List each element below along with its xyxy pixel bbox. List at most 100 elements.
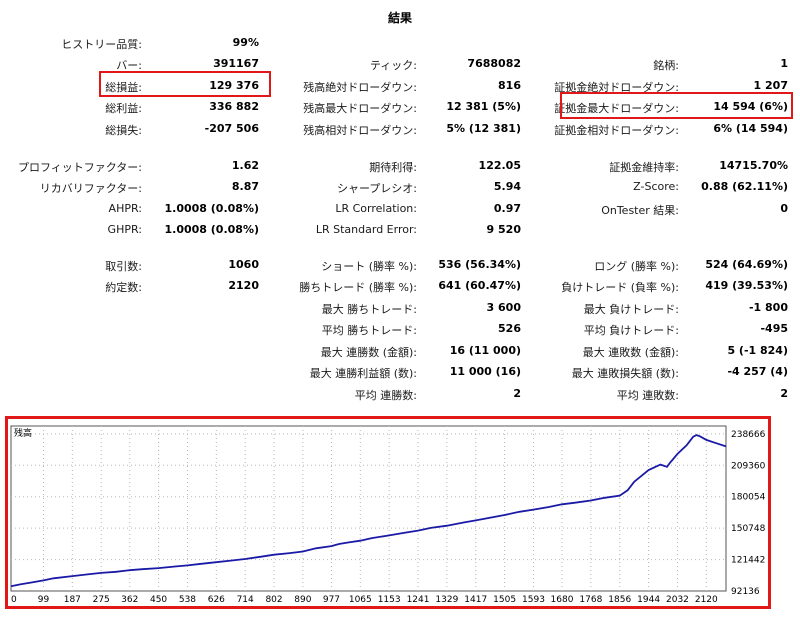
x-axis-ticks: 0 99 187 275 362 450 538 626 714 802 890 977 1065 115… — [11, 595, 718, 605]
balance-dd-max-label: 残高最大ドローダウン: — [303, 102, 417, 115]
ticks-value: 7688082 — [467, 57, 521, 70]
max-consec-loss-value: -4 257 (4) — [727, 365, 788, 378]
x-tick-label: 538 — [179, 595, 196, 605]
max-consec-profit-label: 最大 連勝利益額 (数): — [309, 367, 417, 380]
largest-profit-value: 3 600 — [486, 301, 521, 314]
equity-dd-abs-label: 証拠金絶対ドローダウン: — [554, 81, 679, 94]
ahpr-value: 1.0008 (0.08%) — [164, 202, 260, 215]
x-tick-label: 362 — [121, 595, 138, 605]
equity-dd-rel-value: 6% (14 594) — [713, 122, 788, 135]
x-tick-label: 187 — [64, 595, 81, 605]
lr-std-error-value: 9 520 — [486, 223, 521, 236]
gross-profit-label: 総利益: — [105, 102, 142, 115]
equity-dd-rel-label: 証拠金相対ドローダウン: — [554, 124, 679, 137]
ticks-label: ティック: — [369, 59, 417, 72]
x-tick-label: 1680 — [551, 595, 574, 605]
lr-correlation-label: LR Correlation: — [335, 202, 417, 215]
total-trades-value: 1060 — [228, 258, 259, 271]
avg-loss-label: 平均 負けトレード: — [583, 324, 679, 337]
margin-level-label: 証拠金維持率: — [609, 161, 679, 174]
balance-chart-frame — [5, 416, 771, 609]
x-tick-label: 99 — [38, 595, 50, 605]
x-tick-label: 977 — [323, 595, 340, 605]
profit-trades-value: 641 (60.47%) — [438, 279, 521, 292]
y-tick-label: 180054 — [731, 493, 766, 503]
total-deals-label: 約定数: — [105, 281, 142, 294]
loss-trades-value: 419 (39.53%) — [705, 279, 788, 292]
balance-dd-rel-value: 5% (12 381) — [446, 122, 521, 135]
symbols-value: 1 — [780, 57, 788, 70]
equity-dd-max-value: 14 594 (6%) — [713, 100, 788, 113]
page-title: 結果 — [387, 11, 412, 25]
lr-std-error-label: LR Standard Error: — [315, 223, 417, 236]
lr-correlation-value: 0.97 — [493, 202, 521, 215]
max-consec-losses-label: 最大 連敗数 (金額): — [582, 346, 679, 359]
x-tick-label: 1241 — [407, 595, 430, 605]
max-consec-losses-value: 5 (-1 824) — [727, 344, 788, 357]
long-trades-value: 524 (64.69%) — [705, 258, 788, 271]
chart-plot-area — [10, 425, 727, 592]
avg-consec-wins-value: 2 — [513, 387, 521, 400]
x-tick-label: 626 — [208, 595, 225, 605]
balance-dd-abs-label: 残高絶対ドローダウン: — [303, 81, 417, 94]
short-trades-label: ショート (勝率 %): — [321, 260, 417, 273]
expected-payoff-value: 122.05 — [478, 159, 521, 172]
avg-profit-value: 526 — [498, 322, 521, 335]
y-tick-label: 92136 — [731, 587, 760, 597]
loss-trades-label: 負けトレード (負率 %): — [561, 281, 679, 294]
expected-payoff-label: 期待利得: — [369, 161, 417, 174]
x-tick-label: 1944 — [637, 595, 660, 605]
y-tick-label: 238666 — [731, 430, 766, 440]
recovery-factor-value: 8.87 — [231, 180, 259, 193]
x-tick-label: 1329 — [435, 595, 458, 605]
y-axis-ticks: 92136 121442 150748 180054 209360 238666 — [731, 430, 766, 597]
equity-dd-abs-value: 1 207 — [753, 79, 788, 92]
ontester-label: OnTester 結果: — [601, 204, 679, 217]
highlight-total-net-profit — [99, 71, 271, 97]
balance-dd-rel-label: 残高相対ドローダウン: — [303, 124, 417, 137]
y-tick-label: 121442 — [731, 556, 765, 566]
ahpr-label: AHPR: — [108, 202, 142, 215]
bars-label: バー: — [116, 59, 142, 72]
gross-loss-value: -207 506 — [204, 122, 259, 135]
x-tick-label: 0 — [11, 595, 17, 605]
z-score-value: 0.88 (62.11%) — [701, 180, 788, 193]
largest-loss-value: -1 800 — [748, 301, 788, 314]
max-consec-profit-value: 11 000 (16) — [449, 365, 521, 378]
sharpe-ratio-label: シャープレシオ: — [336, 182, 417, 195]
y-tick-label: 150748 — [731, 524, 766, 534]
balance-dd-abs-value: 816 — [498, 79, 521, 92]
sharpe-ratio-value: 5.94 — [493, 180, 521, 193]
total-net-profit-value: 129 376 — [209, 79, 259, 92]
x-tick-label: 1153 — [378, 595, 401, 605]
avg-consec-losses-label: 平均 連敗数: — [616, 389, 679, 402]
x-tick-label: 1856 — [608, 595, 631, 605]
ontester-value: 0 — [780, 202, 788, 215]
history-quality-value: 99% — [232, 36, 259, 49]
total-net-profit-label: 総損益: — [105, 81, 142, 94]
x-tick-label: 275 — [93, 595, 110, 605]
long-trades-label: ロング (勝率 %): — [594, 260, 679, 273]
avg-profit-label: 平均 勝ちトレード: — [321, 324, 417, 337]
x-tick-label: 1768 — [579, 595, 602, 605]
largest-loss-label: 最大 負けトレード: — [583, 303, 679, 316]
highlight-equity-dd-max — [560, 92, 793, 119]
x-tick-label: 890 — [294, 595, 311, 605]
profit-factor-value: 1.62 — [231, 159, 259, 172]
z-score-label: Z-Score: — [633, 180, 679, 193]
profit-trades-label: 勝ちトレード (勝率 %): — [299, 281, 417, 294]
short-trades-value: 536 (56.34%) — [438, 258, 521, 271]
x-tick-label: 1505 — [493, 595, 516, 605]
profit-factor-label: プロフィットファクター: — [17, 161, 142, 174]
margin-level-value: 14715.70% — [719, 159, 788, 172]
x-tick-label: 714 — [237, 595, 254, 605]
x-tick-label: 1417 — [464, 595, 487, 605]
max-consec-wins-label: 最大 連勝数 (金額): — [320, 346, 417, 359]
max-consec-loss-label: 最大 連敗損失額 (数): — [571, 367, 679, 380]
avg-consec-losses-value: 2 — [780, 387, 788, 400]
ghpr-value: 1.0008 (0.08%) — [164, 223, 260, 236]
total-trades-label: 取引数: — [105, 260, 142, 273]
history-quality-label: ヒストリー品質: — [61, 38, 142, 51]
max-consec-wins-value: 16 (11 000) — [449, 344, 521, 357]
